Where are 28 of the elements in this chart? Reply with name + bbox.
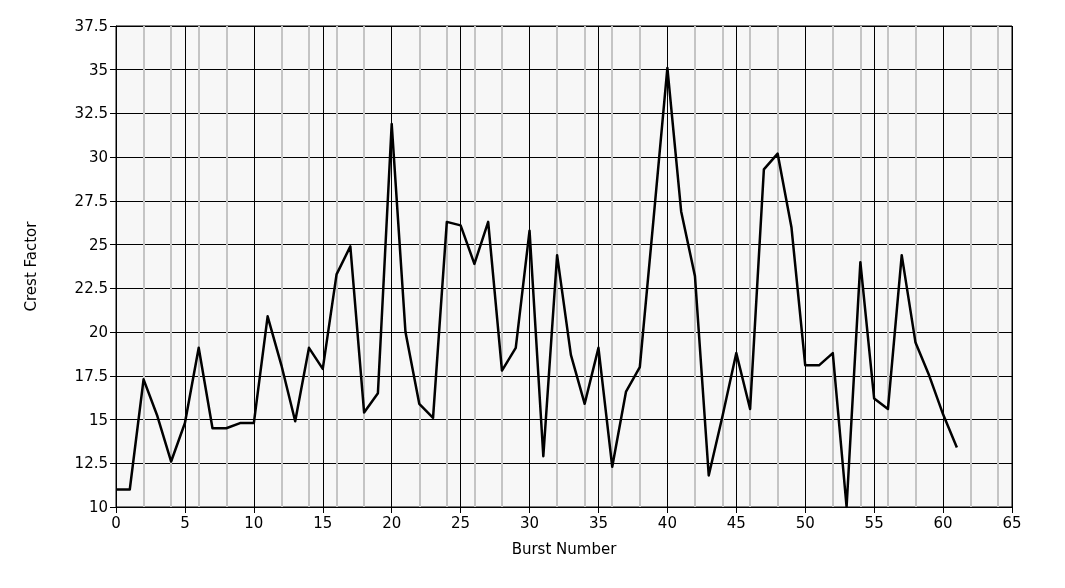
x-tick-label: 60 [933, 513, 953, 532]
x-tick-label: 65 [1002, 513, 1022, 532]
y-tick-label: 10 [88, 498, 108, 516]
x-tick-label: 15 [313, 513, 333, 532]
x-tick-label: 35 [588, 513, 609, 532]
x-tick-label: 45 [726, 513, 746, 532]
x-tick-label: 0 [111, 513, 121, 532]
x-axis-title: Burst Number [511, 539, 618, 558]
x-tick-label: 50 [795, 513, 815, 532]
x-tick-label: 5 [180, 513, 190, 532]
x-tick-label: 10 [244, 513, 264, 532]
y-tick-label: 27.5 [74, 191, 108, 210]
y-tick-label: 12.5 [74, 454, 108, 473]
x-tick-label: 55 [864, 513, 884, 532]
y-tick-label: 20 [88, 323, 108, 342]
y-tick-label: 22.5 [74, 279, 108, 298]
x-tick-label: 40 [657, 513, 677, 532]
y-tick-label: 35 [88, 60, 108, 79]
y-tick-label: 25 [88, 235, 108, 254]
y-axis-title: Crest Factor [21, 220, 40, 312]
y-tick-label: 37.5 [74, 17, 108, 35]
x-tick-label: 20 [382, 513, 402, 532]
y-tick-label: 17.5 [74, 366, 108, 385]
x-tick-label: 30 [519, 513, 540, 532]
y-tick-label: 32.5 [74, 104, 108, 123]
y-tick-label: 15 [88, 410, 108, 429]
y-tick-label: 30 [88, 148, 108, 167]
x-tick-label: 25 [451, 513, 471, 532]
